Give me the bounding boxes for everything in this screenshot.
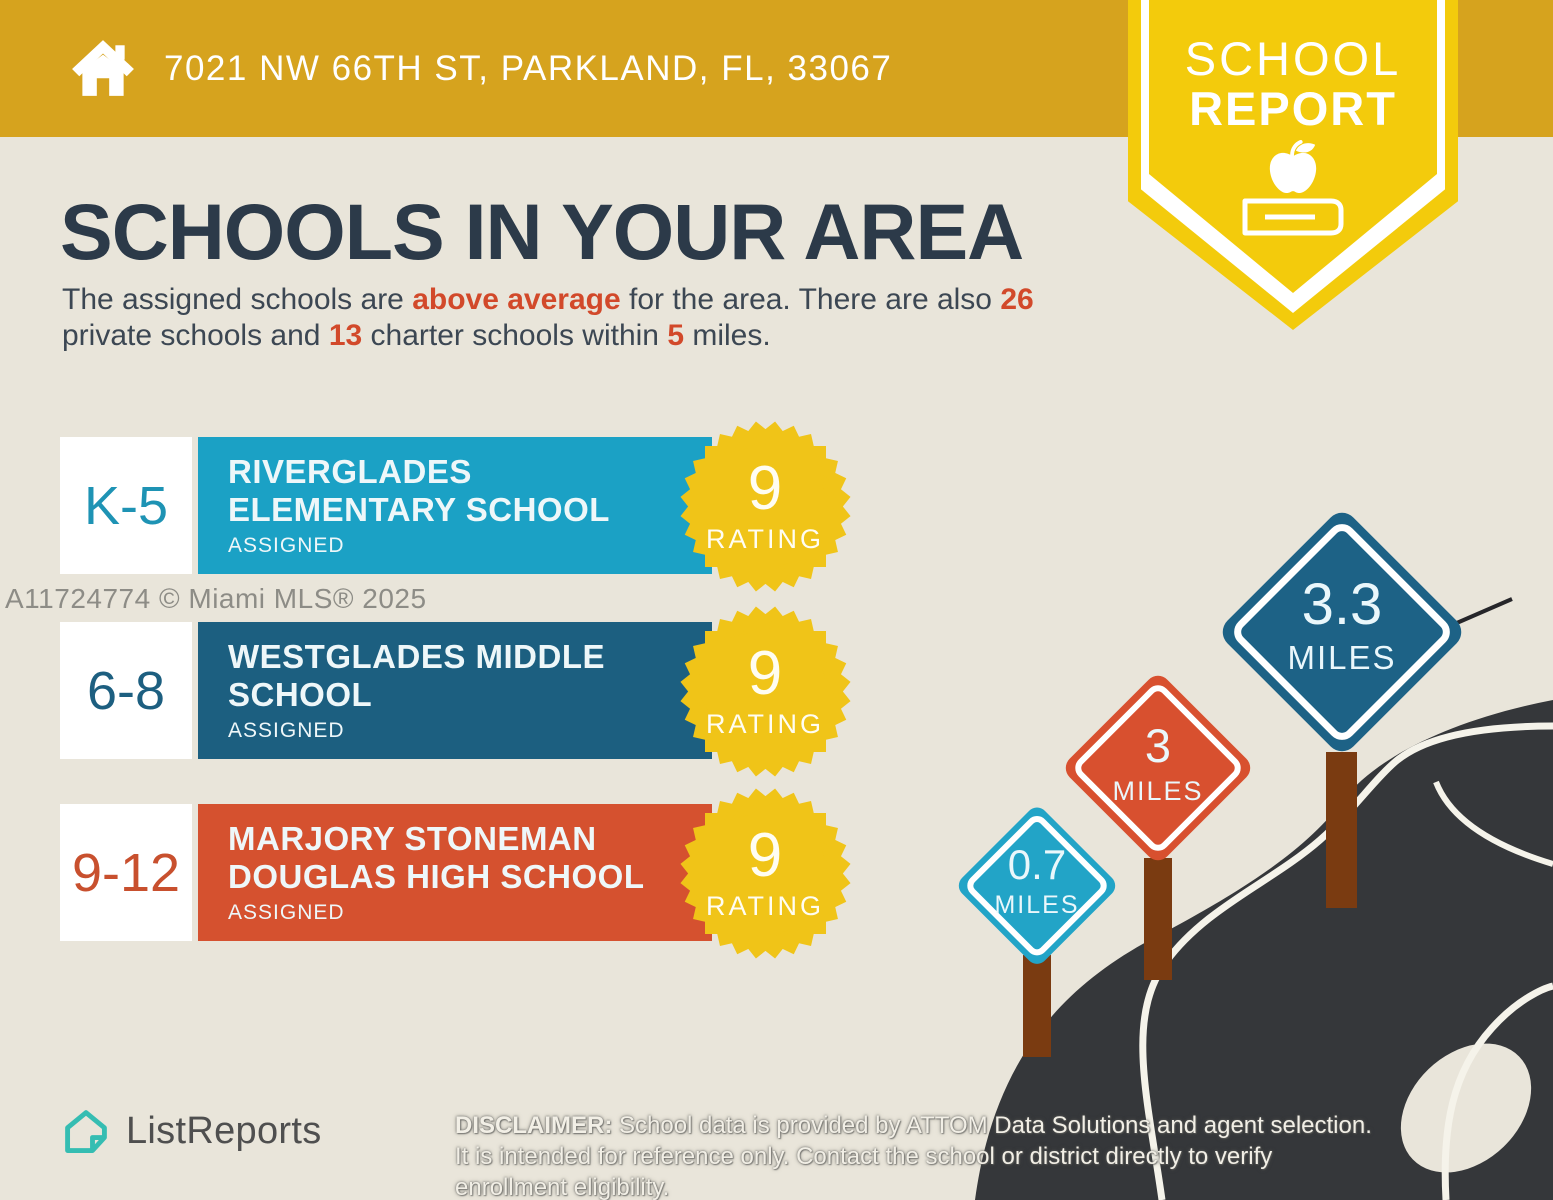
- assigned-label: ASSIGNED: [228, 718, 345, 742]
- school-card-elementary: K-5 RIVERGLADES ELEMENTARY SCHOOL ASSIGN…: [60, 420, 851, 592]
- school-bar: MARJORY STONEMAN DOUGLAS HIGH SCHOOL ASS…: [198, 804, 712, 941]
- distance-sign-0-7-miles: 0.7 MILES: [958, 807, 1116, 964]
- rating-label: RATING: [706, 708, 824, 739]
- apple-icon: [1128, 139, 1458, 199]
- sign-value: 0.7: [1008, 841, 1066, 888]
- sign-unit: MILES: [1112, 776, 1203, 806]
- rating-value: 9: [747, 453, 783, 523]
- property-address: 7021 NW 66TH ST, PARKLAND, FL, 33067: [164, 48, 893, 88]
- rating-value: 9: [747, 638, 783, 708]
- distance-sign-3-miles: 3 MILES: [1065, 675, 1251, 861]
- grade-range: 9-12: [60, 804, 192, 941]
- listreports-logo: ListReports: [60, 1105, 322, 1157]
- sign-value: 3: [1145, 719, 1171, 772]
- sign-value: 3.3: [1302, 572, 1383, 637]
- highlight-private-count: 26: [1000, 283, 1034, 316]
- rating-starburst: 9 RATING: [679, 605, 851, 777]
- listreports-house-icon: [65, 1110, 107, 1153]
- grade-range: 6-8: [60, 622, 192, 759]
- school-name: WESTGLADES MIDDLE SCHOOL: [228, 638, 605, 713]
- home-icon: [72, 39, 134, 96]
- disclaimer-label: DISCLAIMER:: [455, 1112, 613, 1139]
- school-bar: RIVERGLADES ELEMENTARY SCHOOL ASSIGNED: [198, 437, 712, 574]
- rating-starburst: 9 RATING: [679, 420, 851, 592]
- assigned-label: ASSIGNED: [228, 900, 345, 924]
- school-name: RIVERGLADES ELEMENTARY SCHOOL: [228, 453, 610, 528]
- page-title: SCHOOLS IN YOUR AREA: [60, 187, 1024, 276]
- ribbon-line2: REPORT: [1189, 81, 1397, 135]
- rating-label: RATING: [706, 523, 824, 554]
- rating-starburst: 9 RATING: [679, 787, 851, 959]
- school-bar: WESTGLADES MIDDLE SCHOOL ASSIGNED: [198, 622, 712, 759]
- school-card-high: 9-12 MARJORY STONEMAN DOUGLAS HIGH SCHOO…: [60, 787, 851, 959]
- sign-unit: MILES: [1287, 639, 1396, 676]
- highlight-charter-count: 13: [328, 319, 363, 352]
- disclaimer-text: DISCLAIMER: School data is provided by A…: [455, 1112, 1372, 1200]
- road-pocket: [1400, 1043, 1532, 1173]
- school-list: K-5 RIVERGLADES ELEMENTARY SCHOOL ASSIGN…: [60, 420, 851, 989]
- school-name: MARJORY STONEMAN DOUGLAS HIGH SCHOOL: [228, 820, 645, 895]
- road-edge-line-upper: [1433, 780, 1553, 867]
- assigned-label: ASSIGNED: [228, 533, 345, 557]
- road-surface: [975, 700, 1553, 1200]
- sign-post-large: [1326, 752, 1357, 908]
- school-card-middle: 6-8 WESTGLADES MIDDLE SCHOOL ASSIGNED 9: [60, 605, 851, 777]
- sign-unit: MILES: [994, 891, 1079, 919]
- ribbon-line1: SCHOOL: [1184, 32, 1402, 85]
- intro-text: The assigned schools are above average f…: [62, 283, 1034, 352]
- distance-sign-3-3-miles: 3.3 MILES: [1222, 512, 1462, 752]
- rating-value: 9: [747, 820, 783, 890]
- road-edge-line-right: [1441, 982, 1553, 1200]
- listreports-wordmark: ListReports: [126, 1109, 322, 1152]
- sign-post-small: [1023, 955, 1051, 1057]
- sign-post-medium: [1144, 858, 1172, 980]
- grade-range: K-5: [60, 437, 192, 574]
- rating-label: RATING: [706, 890, 824, 921]
- highlight-above-average: above average: [412, 283, 621, 316]
- highlight-miles: 5: [667, 319, 685, 352]
- book-icon: [1128, 197, 1458, 242]
- school-report-badge: SCHOOL REPORT: [1128, 0, 1458, 330]
- road-edge-line-left: [1139, 722, 1553, 1200]
- mls-watermark: A11724774 © Miami MLS® 2025: [5, 583, 427, 614]
